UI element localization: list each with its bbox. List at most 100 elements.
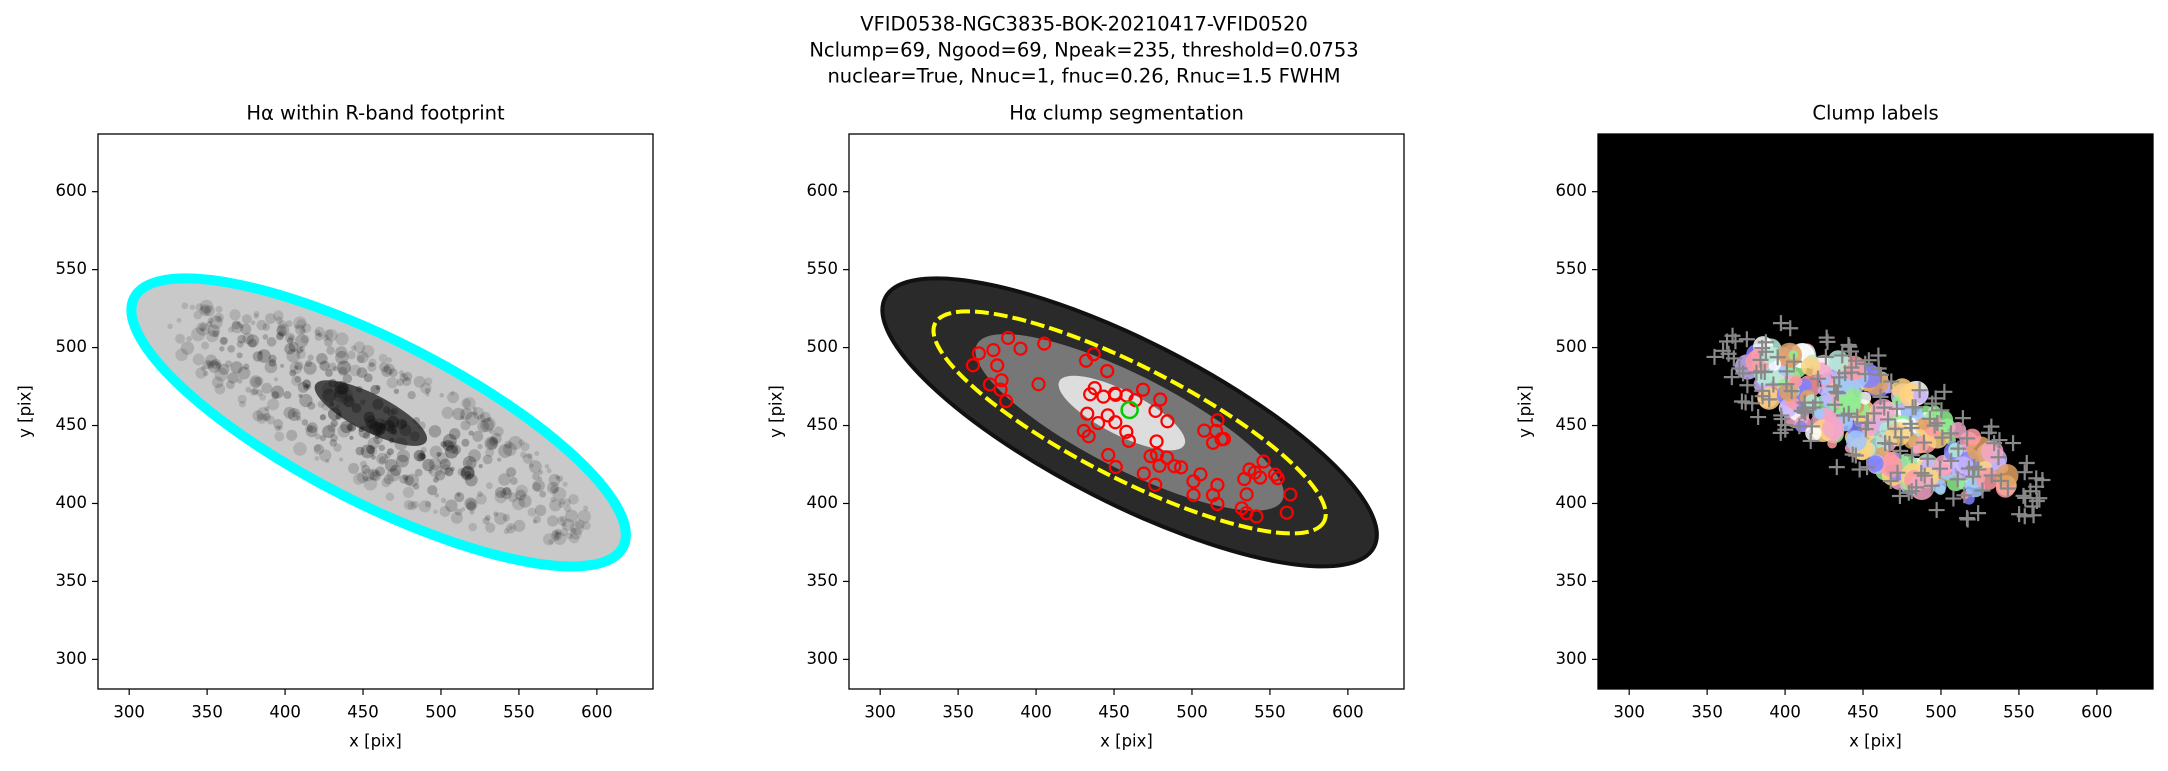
x-tick-label: 500 bbox=[425, 703, 457, 722]
pixel-blob bbox=[399, 373, 409, 382]
pixel-blob bbox=[296, 346, 304, 354]
pixel-blob bbox=[512, 497, 525, 511]
pixel-blob bbox=[502, 513, 511, 522]
x-tick-label: 550 bbox=[1254, 703, 1286, 722]
pixel-blob bbox=[192, 353, 205, 366]
pixel-blob bbox=[253, 310, 260, 317]
pixel-blob bbox=[252, 351, 263, 362]
pixel-blob bbox=[296, 349, 306, 359]
pixel-blob bbox=[286, 429, 298, 441]
pixel-blob bbox=[439, 505, 451, 517]
pixel-blob bbox=[436, 451, 442, 457]
pixel-blob bbox=[333, 443, 342, 452]
peak-marker bbox=[1754, 382, 1771, 399]
peak-marker bbox=[1876, 399, 1893, 416]
pixel-blob bbox=[494, 512, 507, 525]
peak-marker bbox=[1826, 396, 1843, 413]
x-tick-label: 450 bbox=[347, 703, 379, 722]
pixel-blob bbox=[552, 487, 567, 501]
pixel-blob bbox=[553, 532, 567, 546]
pixel-blob bbox=[296, 319, 307, 329]
x-axis-label: x [pix] bbox=[1100, 732, 1153, 751]
pixel-blob bbox=[176, 317, 182, 323]
pixel-blob bbox=[498, 473, 511, 486]
pixel-blob bbox=[399, 474, 409, 484]
y-tick-label: 350 bbox=[1556, 571, 1588, 590]
pixel-blob bbox=[477, 491, 483, 497]
pixel-blob bbox=[550, 496, 556, 503]
peak-marker bbox=[1849, 408, 1866, 425]
clump-marker bbox=[1037, 336, 1052, 351]
clump-marker bbox=[965, 358, 981, 373]
x-tick-label: 350 bbox=[942, 703, 974, 722]
label-region bbox=[1910, 445, 1920, 455]
pixel-blob bbox=[561, 522, 567, 528]
pixel-blob bbox=[527, 507, 537, 517]
pixel-blob bbox=[345, 423, 354, 431]
pixel-blob bbox=[301, 323, 312, 333]
clump-marker bbox=[1090, 415, 1106, 431]
x-tick-label: 600 bbox=[1332, 703, 1364, 722]
pixel-blob bbox=[526, 453, 533, 459]
pixel-blob bbox=[298, 393, 303, 398]
y-tick-label: 500 bbox=[56, 337, 88, 356]
pixel-blob bbox=[265, 313, 276, 324]
clump-marker bbox=[1237, 471, 1252, 487]
peak-marker bbox=[1834, 347, 1851, 364]
x-tick-label: 400 bbox=[269, 703, 301, 722]
pixel-blob bbox=[319, 434, 327, 442]
pixel-blob bbox=[538, 469, 544, 475]
pixel-blob bbox=[280, 363, 285, 368]
pixel-blob bbox=[378, 456, 387, 464]
pixel-blob bbox=[445, 499, 458, 513]
pixel-blob bbox=[338, 366, 348, 376]
pixel-blob bbox=[249, 388, 257, 396]
pixel-blob bbox=[386, 357, 392, 363]
peak-marker bbox=[2005, 435, 2022, 452]
pixel-blob bbox=[532, 519, 537, 524]
pixel-blob bbox=[486, 437, 498, 449]
pixel-blob bbox=[433, 477, 439, 483]
pixel-blob bbox=[337, 360, 352, 375]
pixel-blob bbox=[276, 325, 287, 336]
pixel-blob bbox=[386, 448, 394, 456]
x-tick-label: 500 bbox=[1925, 703, 1957, 722]
pixel-blob bbox=[561, 518, 575, 531]
pixel-blob bbox=[258, 350, 263, 355]
label-region bbox=[1821, 394, 1832, 404]
pixel-blob bbox=[378, 353, 388, 363]
pixel-blob bbox=[422, 458, 435, 472]
pixel-blob bbox=[532, 472, 540, 481]
pixel-blob bbox=[317, 332, 323, 337]
pixel-blob bbox=[497, 457, 502, 462]
pixel-blob bbox=[288, 341, 299, 353]
pixel-blob bbox=[428, 457, 442, 471]
pixel-blob bbox=[424, 377, 433, 386]
pixel-blob bbox=[571, 528, 577, 534]
pixel-blob bbox=[360, 460, 367, 468]
image bbox=[1598, 134, 2153, 689]
pixel-blob bbox=[466, 501, 477, 512]
pixel-blob bbox=[206, 330, 219, 343]
pixel-blob bbox=[547, 515, 559, 527]
peak-marker bbox=[1778, 363, 1795, 380]
peak-marker bbox=[1803, 418, 1820, 435]
pixel-blob bbox=[472, 430, 484, 442]
x-tick-label: 600 bbox=[2081, 703, 2113, 722]
pixel-blob bbox=[313, 444, 322, 452]
pixel-blob bbox=[348, 463, 360, 475]
pixel-blob bbox=[236, 340, 244, 348]
pixel-blob bbox=[303, 384, 310, 391]
pixel-blob bbox=[220, 336, 228, 345]
peak-marker bbox=[1769, 349, 1786, 366]
pixel-blob bbox=[294, 365, 299, 370]
pixel-blob bbox=[574, 519, 585, 530]
clump-marker bbox=[990, 358, 1005, 373]
pixel-blob bbox=[534, 450, 540, 457]
pixel-blob bbox=[353, 341, 366, 354]
pixel-blob bbox=[583, 505, 589, 511]
clump-marker bbox=[1186, 487, 1201, 503]
clump-marker bbox=[1148, 477, 1163, 492]
pixel-blob bbox=[227, 372, 239, 384]
pixel-blob bbox=[299, 328, 307, 335]
